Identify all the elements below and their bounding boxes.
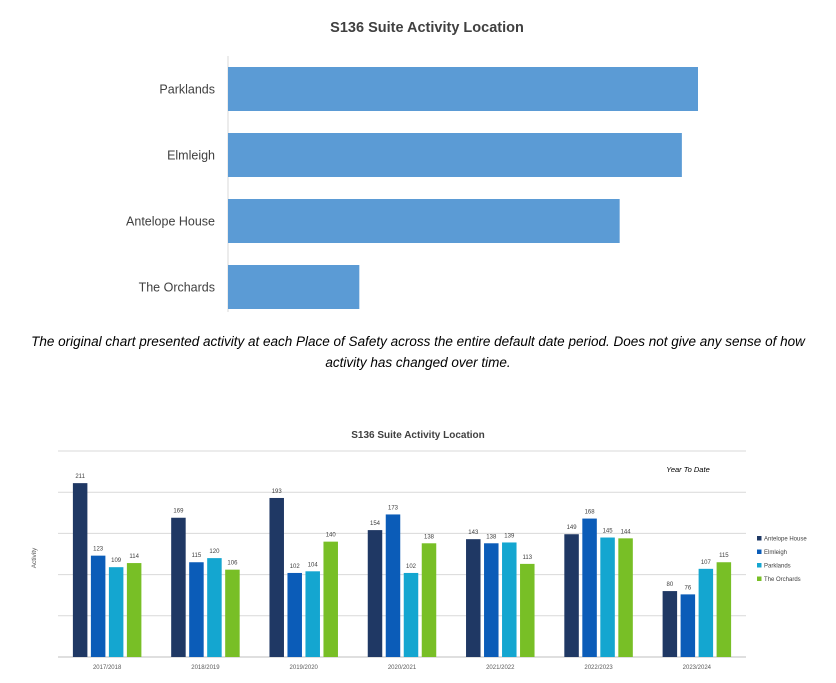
bar-parklands-2023-2024 bbox=[698, 568, 714, 657]
bar-parklands-2018-2019 bbox=[207, 558, 222, 657]
legend-label-antelope-house: Antelope House bbox=[764, 537, 807, 543]
bar-parklands-2022-2023 bbox=[600, 537, 615, 657]
category-label-parklands: Parklands bbox=[159, 83, 215, 97]
bar-elmleigh-2019-2020 bbox=[287, 572, 302, 657]
data-label: 173 bbox=[388, 505, 399, 511]
year-to-date-annotation: Year To Date bbox=[666, 465, 710, 474]
legend-swatch-elmleigh bbox=[757, 549, 762, 554]
bar-the-orchards-2019-2020 bbox=[323, 541, 338, 657]
legend-swatch-the-orchards bbox=[757, 576, 762, 581]
x-tick-label-2022-2023: 2022/2023 bbox=[584, 665, 613, 671]
x-tick-label-2021-2022: 2021/2022 bbox=[486, 665, 515, 671]
bar-the-orchards-2018-2019 bbox=[225, 569, 240, 657]
x-tick-label-2020-2021: 2020/2021 bbox=[388, 665, 417, 671]
category-label-the-orchards: The Orchards bbox=[139, 281, 215, 295]
bar-elmleigh-2022-2023 bbox=[582, 518, 597, 657]
data-label: 140 bbox=[326, 533, 337, 539]
data-label: 113 bbox=[522, 555, 532, 561]
bar-parklands-2021-2022 bbox=[502, 542, 517, 657]
data-label: 211 bbox=[75, 474, 85, 480]
bar-antelope-house-2020-2021 bbox=[367, 530, 383, 657]
data-label: 169 bbox=[173, 509, 184, 515]
data-label: 109 bbox=[111, 558, 122, 564]
x-tick-label-2019-2020: 2019/2020 bbox=[290, 665, 319, 671]
data-label: 80 bbox=[667, 582, 674, 588]
bar-the-orchards-2017-2018 bbox=[126, 563, 142, 657]
bar-antelope-house-2021-2022 bbox=[466, 539, 481, 657]
chart-caption: The original chart presented activity at… bbox=[31, 334, 805, 370]
data-label: 104 bbox=[308, 562, 319, 568]
bar-parklands bbox=[228, 67, 698, 111]
data-label: 106 bbox=[227, 561, 238, 567]
bar-the-orchards-2022-2023 bbox=[618, 538, 633, 657]
data-label: 102 bbox=[406, 564, 417, 570]
data-label: 154 bbox=[370, 521, 381, 527]
category-label-antelope-house: Antelope House bbox=[126, 215, 215, 229]
data-label: 120 bbox=[209, 549, 220, 555]
bar-parklands-2019-2020 bbox=[305, 571, 320, 657]
data-label: 144 bbox=[621, 529, 632, 535]
data-label: 115 bbox=[192, 553, 202, 559]
bar-parklands-2020-2021 bbox=[403, 572, 419, 657]
data-label: 115 bbox=[719, 553, 729, 559]
x-tick-label-2023-2024: 2023/2024 bbox=[683, 665, 712, 671]
bar-antelope-house-2022-2023 bbox=[564, 534, 579, 657]
bar-antelope-house-2019-2020 bbox=[269, 497, 284, 657]
data-label: 123 bbox=[93, 547, 104, 553]
legend-label-the-orchards: The Orchards bbox=[764, 577, 801, 583]
chart1-title: S136 Suite Activity Location bbox=[330, 20, 524, 36]
data-label: 193 bbox=[272, 489, 283, 495]
data-label: 143 bbox=[468, 530, 479, 536]
x-tick-label-2017-2018: 2017/2018 bbox=[93, 665, 122, 671]
y-axis-label: Activity bbox=[31, 547, 38, 568]
bar-parklands-2017-2018 bbox=[108, 567, 124, 657]
chart2-title: S136 Suite Activity Location bbox=[351, 430, 485, 441]
legend-swatch-parklands bbox=[757, 563, 762, 568]
legend-label-parklands: Parklands bbox=[764, 564, 791, 570]
data-label: 138 bbox=[424, 534, 435, 540]
data-label: 139 bbox=[504, 533, 515, 539]
bar-elmleigh-2017-2018 bbox=[90, 555, 106, 657]
data-label: 76 bbox=[685, 585, 692, 591]
bar-antelope-house bbox=[228, 199, 620, 243]
data-label: 114 bbox=[129, 554, 139, 560]
legend-swatch-antelope-house bbox=[757, 536, 762, 541]
bar-the-orchards-2020-2021 bbox=[421, 543, 437, 657]
bar-the-orchards bbox=[228, 265, 360, 309]
bar-the-orchards-2021-2022 bbox=[520, 563, 535, 657]
bar-antelope-house-2023-2024 bbox=[662, 591, 678, 657]
bar-elmleigh-2021-2022 bbox=[484, 543, 499, 657]
bar-elmleigh-2018-2019 bbox=[189, 562, 204, 657]
data-label: 102 bbox=[290, 564, 301, 570]
yearly-activity-chart: S136 Suite Activity Location Year To Dat… bbox=[31, 430, 807, 671]
category-label-elmleigh: Elmleigh bbox=[167, 149, 215, 163]
x-tick-label-2018-2019: 2018/2019 bbox=[191, 665, 220, 671]
bar-elmleigh bbox=[228, 133, 682, 177]
location-bar-chart: S136 Suite Activity Location Parklands El… bbox=[126, 20, 698, 312]
bar-antelope-house-2018-2019 bbox=[171, 517, 186, 657]
bar-elmleigh-2023-2024 bbox=[680, 594, 696, 657]
bar-the-orchards-2023-2024 bbox=[716, 562, 732, 657]
bar-antelope-house-2017-2018 bbox=[72, 483, 88, 657]
data-label: 168 bbox=[585, 510, 596, 516]
data-label: 107 bbox=[701, 560, 712, 566]
bar-elmleigh-2020-2021 bbox=[385, 514, 401, 657]
legend-label-elmleigh: Elmleigh bbox=[764, 550, 787, 556]
data-label: 145 bbox=[603, 529, 614, 535]
data-label: 149 bbox=[567, 525, 578, 531]
data-label: 138 bbox=[486, 534, 497, 540]
